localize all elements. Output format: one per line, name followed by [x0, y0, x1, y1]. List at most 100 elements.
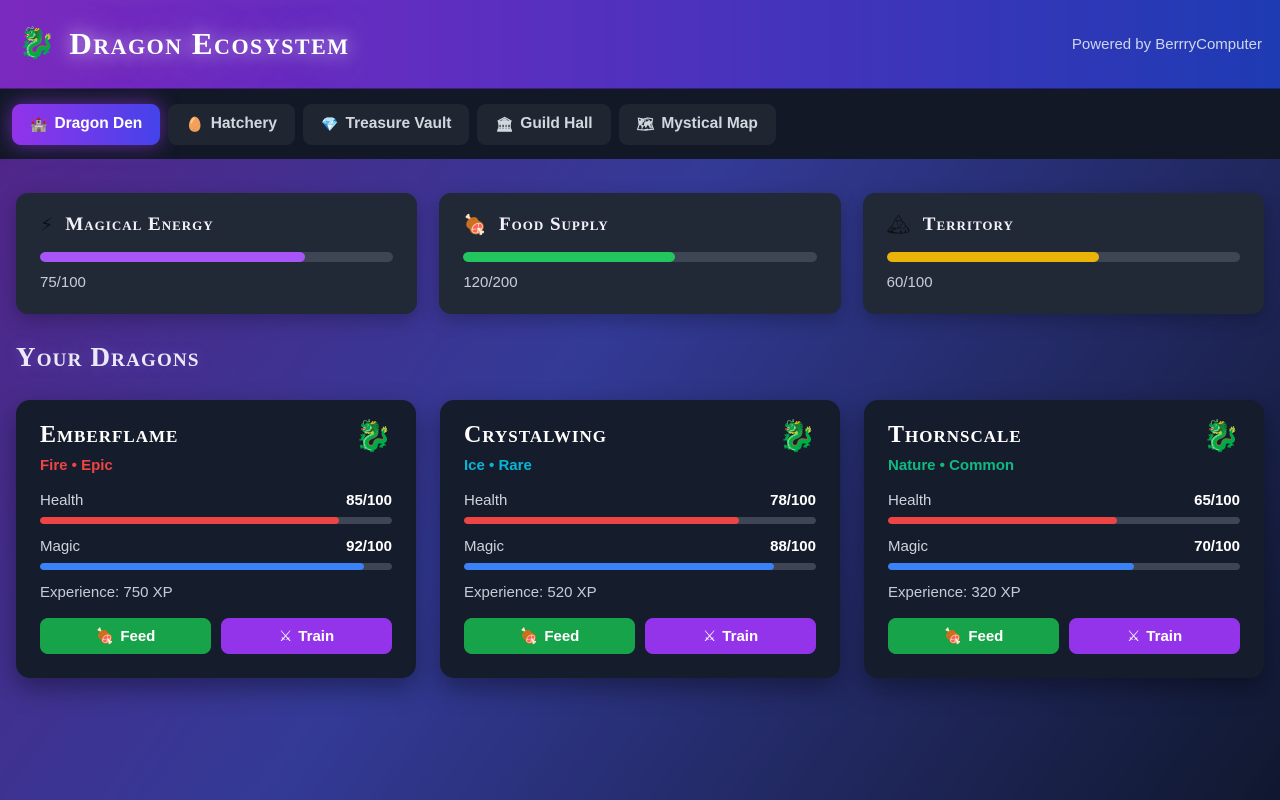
tab-dragon-den[interactable]: 🏰 Dragon Den	[12, 103, 161, 145]
dragon-icon: 🐉	[1202, 420, 1240, 453]
dragon-card-emberflame: Emberflame 🐉 Fire • Epic Health 85/100 M	[16, 400, 416, 678]
meat-icon: 🍖	[463, 214, 487, 236]
health-value: 65/100	[1194, 492, 1240, 509]
magic-stat: Magic 88/100	[464, 538, 816, 570]
resource-value: 60/100	[886, 274, 933, 291]
train-button[interactable]: ⚔ Train	[645, 618, 816, 654]
resource-progress-track	[886, 252, 1240, 262]
feed-button-label: Feed	[544, 627, 580, 645]
train-button[interactable]: ⚔ Train	[221, 618, 392, 654]
powered-by-text: Powered by BerrryComputer	[1071, 35, 1262, 53]
tab-label: Hatchery	[210, 115, 278, 132]
gem-icon: 💎	[321, 115, 339, 132]
crossed-swords-icon: ⚔	[278, 628, 293, 645]
resource-progress-fill	[886, 252, 1099, 262]
magic-bar-fill	[40, 563, 364, 570]
lightning-icon: ⚡	[40, 214, 54, 236]
health-bar-fill	[464, 517, 739, 524]
dragon-type-rarity: Fire • Epic	[40, 457, 113, 474]
meat-icon: 🍖	[943, 628, 963, 645]
train-button[interactable]: ⚔ Train	[1069, 618, 1240, 654]
dragon-icon: 🐉	[18, 27, 56, 60]
experience-text: Experience: 750 XP	[40, 584, 173, 601]
tab-label: Dragon Den	[54, 115, 143, 132]
dragon-grid: Emberflame 🐉 Fire • Epic Health 85/100 M	[16, 400, 1264, 678]
health-bar-fill	[40, 517, 340, 524]
feed-button[interactable]: 🍖 Feed	[464, 618, 635, 654]
dragon-name: Crystalwing	[464, 422, 607, 448]
magic-stat: Magic 92/100	[40, 538, 392, 570]
health-label: Health	[40, 492, 84, 509]
feed-button-label: Feed	[120, 627, 156, 645]
train-button-label: Train	[722, 627, 759, 645]
magic-label: Magic	[40, 538, 81, 555]
crossed-swords-icon: ⚔	[1126, 628, 1141, 645]
castle-icon: 🏰	[30, 115, 48, 132]
resource-name: Magical Energy	[65, 214, 214, 235]
tab-mystical-map[interactable]: 🗺 Mystical Map	[618, 103, 776, 145]
app-header: 🐉 Dragon Ecosystem Powered by BerrryComp…	[0, 0, 1280, 89]
health-bar-track	[464, 517, 816, 524]
magic-bar-track	[464, 563, 816, 570]
experience-text: Experience: 320 XP	[888, 584, 1021, 601]
app-brand: 🐉 Dragon Ecosystem	[18, 26, 350, 62]
dragon-name: Thornscale	[888, 422, 1022, 448]
tab-label: Mystical Map	[661, 115, 758, 132]
map-icon: 🗺	[636, 115, 655, 132]
magic-value: 88/100	[770, 538, 816, 555]
tab-label: Guild Hall	[520, 115, 593, 132]
magic-label: Magic	[888, 538, 929, 555]
health-label: Health	[888, 492, 932, 509]
dragon-card-crystalwing: Crystalwing 🐉 Ice • Rare Health 78/100 M	[440, 400, 840, 678]
magic-bar-track	[888, 563, 1240, 570]
resource-progress-track	[40, 252, 394, 262]
dragon-icon: 🐉	[354, 420, 392, 453]
resource-name: Territory	[922, 214, 1014, 235]
health-bar-track	[888, 517, 1240, 524]
magic-value: 70/100	[1194, 538, 1240, 555]
magic-stat: Magic 70/100	[888, 538, 1240, 570]
magic-bar-fill	[464, 563, 774, 570]
resource-card-territory: 🏔 Territory 60/100	[862, 193, 1264, 314]
dragon-type-rarity: Nature • Common	[888, 457, 1015, 474]
tab-guild-hall[interactable]: 🏛 Guild Hall	[477, 103, 611, 145]
resource-name: Food Supply	[499, 214, 609, 235]
building-icon: 🏛	[495, 115, 514, 132]
resource-value: 75/100	[40, 274, 86, 291]
magic-value: 92/100	[346, 538, 392, 555]
dragon-type-rarity: Ice • Rare	[464, 457, 532, 474]
magic-bar-track	[40, 563, 392, 570]
health-stat: Health 85/100	[40, 492, 392, 524]
crossed-swords-icon: ⚔	[702, 628, 717, 645]
dragon-icon: 🐉	[778, 420, 816, 453]
health-stat: Health 78/100	[464, 492, 816, 524]
train-button-label: Train	[298, 627, 335, 645]
main-content: ⚡ Magical Energy 75/100 🍖 Food Supply 12…	[0, 159, 1280, 678]
resource-card-food-supply: 🍖 Food Supply 120/200	[439, 193, 841, 314]
egg-icon: 🥚	[186, 115, 204, 132]
resource-progress-fill	[463, 252, 676, 262]
resource-progress-track	[463, 252, 817, 262]
section-title-your-dragons: Your Dragons	[16, 342, 200, 372]
feed-button[interactable]: 🍖 Feed	[888, 618, 1059, 654]
tab-label: Treasure Vault	[345, 115, 452, 132]
health-value: 85/100	[346, 492, 392, 509]
train-button-label: Train	[1146, 627, 1183, 645]
health-stat: Health 65/100	[888, 492, 1240, 524]
feed-button[interactable]: 🍖 Feed	[40, 618, 211, 654]
page-title: Dragon Ecosystem	[69, 26, 350, 61]
resource-progress-fill	[40, 252, 305, 262]
tab-hatchery[interactable]: 🥚 Hatchery	[168, 103, 296, 145]
meat-icon: 🍖	[519, 628, 539, 645]
magic-bar-fill	[888, 563, 1135, 570]
health-bar-fill	[888, 517, 1117, 524]
magic-label: Magic	[464, 538, 505, 555]
experience-text: Experience: 520 XP	[464, 584, 597, 601]
mountain-icon: 🏔	[886, 214, 911, 236]
meat-icon: 🍖	[95, 628, 115, 645]
dragon-name: Emberflame	[40, 422, 179, 448]
tab-treasure-vault[interactable]: 💎 Treasure Vault	[303, 103, 470, 145]
resource-value: 120/200	[463, 274, 518, 291]
dragon-card-thornscale: Thornscale 🐉 Nature • Common Health 65/1…	[864, 400, 1264, 678]
health-label: Health	[464, 492, 508, 509]
